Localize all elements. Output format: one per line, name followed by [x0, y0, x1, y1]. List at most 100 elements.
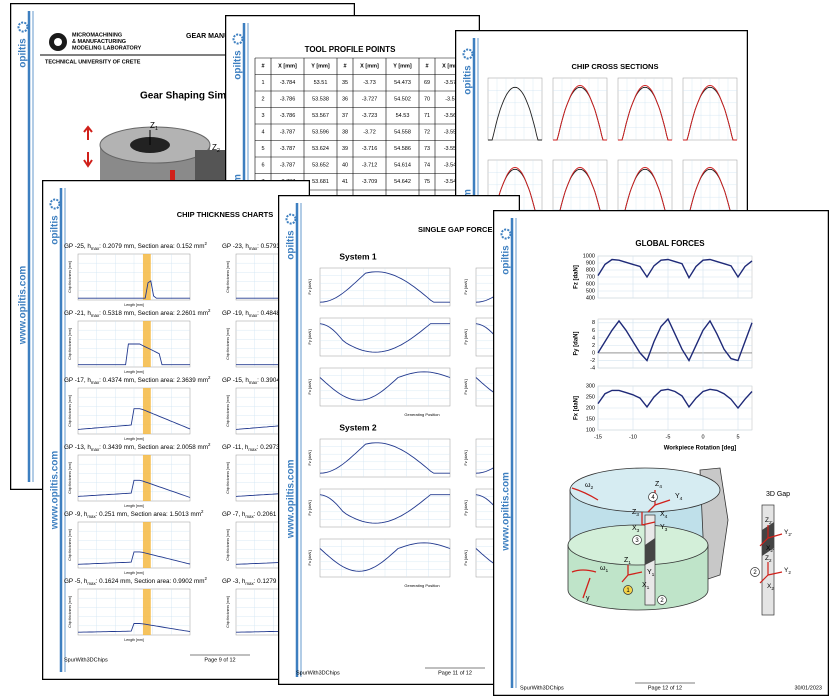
- table-cell: -3.786: [280, 113, 296, 119]
- table-cell: 38: [342, 130, 348, 136]
- label-part: max: [87, 581, 96, 586]
- label-part: : 0.5793: [257, 243, 280, 250]
- axis-title: Generating Position: [404, 583, 439, 588]
- table-cell: -3.786: [280, 97, 296, 103]
- table-cell: -3.576: [444, 80, 460, 86]
- mini-curve: [319, 371, 451, 401]
- y-tick-label: 250: [586, 394, 595, 400]
- label-part: GP -17, h: [64, 377, 91, 384]
- label-part: : 0.2061: [254, 511, 277, 518]
- force-line: [597, 388, 753, 410]
- axis-title: Length [mm]: [124, 303, 143, 307]
- axis-title: Length [mm]: [124, 437, 143, 441]
- y-tick-label: -2: [590, 358, 595, 364]
- label-part: Z: [765, 555, 769, 562]
- axis-label: Z2: [765, 555, 772, 563]
- table-cell: -3.787: [280, 163, 296, 169]
- table-header: X [mm]: [442, 64, 461, 70]
- label-part: GP -3, h: [222, 578, 246, 585]
- table-cell: 35: [342, 80, 348, 86]
- red-arrow: [83, 125, 93, 168]
- table-cell: -3.57: [445, 97, 458, 103]
- lab-name: & MANUFACTURING: [72, 39, 126, 45]
- table-cell: -3.709: [362, 179, 378, 185]
- axis-title: Fx [daN]: [307, 550, 312, 565]
- y-axis-title: Fz [daN]: [574, 265, 580, 289]
- label-part: GP -9, h: [64, 511, 88, 518]
- label-part: max: [91, 246, 100, 251]
- label-part: max: [91, 313, 100, 318]
- chip-label: GP -23, hmax: 0.5793: [222, 243, 280, 251]
- label-part: 2: [205, 576, 208, 581]
- table-cell: 53.681: [312, 179, 329, 185]
- label-part: max: [91, 447, 100, 452]
- label-part: : 0.2973: [257, 444, 280, 451]
- force-line: [597, 258, 753, 280]
- label-part: max: [91, 380, 100, 385]
- axis-title: Fz [daN]: [463, 450, 468, 465]
- label-part: X: [766, 545, 771, 552]
- label-part: GP -5, h: [64, 578, 88, 585]
- table-cell: 54.502: [394, 97, 411, 103]
- chip-label: GP -15, hmax: 0.3904: [222, 377, 280, 385]
- chip-label: GP -5, hmax: 0.1624 mm, Section area: 0.…: [64, 576, 208, 586]
- table-header: Y [mm]: [393, 64, 412, 70]
- axis-label: ω2: [585, 482, 593, 491]
- table-cell: 54.473: [394, 80, 411, 86]
- mini-curve: [319, 323, 450, 353]
- label-part: ω: [600, 565, 606, 572]
- label-part: X: [642, 582, 647, 589]
- table-cell: 39: [342, 146, 348, 152]
- x-tick-label: 5: [736, 434, 739, 440]
- table-cell: 73: [424, 146, 430, 152]
- mini-band: [142, 254, 151, 300]
- label-part: GP -7, h: [222, 511, 246, 518]
- label-part: Z: [624, 557, 629, 564]
- table-cell: 2: [261, 97, 264, 103]
- lab-name: MODELING LABORATORY: [72, 45, 142, 51]
- footer: Page 12 of 12: [648, 685, 682, 691]
- label-part: Y: [675, 493, 680, 500]
- table-header: X [mm]: [278, 64, 297, 70]
- brand-logo: opiltis: [18, 38, 29, 68]
- mini-curve: [78, 343, 190, 366]
- page-title: TOOL PROFILE POINTS: [305, 45, 396, 54]
- label-part: : 0.3439 mm, Section area: 2.0058 mm: [99, 444, 208, 451]
- label-part: 2: [217, 148, 220, 154]
- footer: SpurWith3DChips: [296, 670, 340, 676]
- page-title: CHIP CROSS SECTIONS: [572, 62, 659, 71]
- axis-title: Fy [daN]: [307, 500, 312, 515]
- axis-title: Fy [daN]: [463, 500, 468, 515]
- system-title: System 2: [339, 422, 377, 432]
- axis-title: Chip thickness [mm]: [226, 395, 230, 427]
- label-part: : 0.251 mm, Section area: 1.5013 mm: [96, 511, 201, 518]
- website: www.opiltis.com: [18, 266, 29, 346]
- label-part: max: [249, 380, 258, 385]
- axis-label: Y3: [660, 524, 668, 533]
- table-cell: 72: [424, 130, 430, 136]
- axis-label: Y2': [784, 529, 792, 537]
- footer: SpurWith3DChips: [64, 657, 108, 663]
- label-part: max: [245, 581, 254, 586]
- website: www.opiltis.com: [50, 451, 61, 531]
- label-part: : 0.1624 mm, Section area: 0.9902 mm: [96, 578, 205, 585]
- table-cell: 54.586: [394, 146, 411, 152]
- axis-title: Chip thickness [mm]: [68, 462, 72, 494]
- report-page: opiltis www.opiltis.com SINGLE GAP FORCES S…: [278, 195, 520, 685]
- mini-curve: [78, 623, 191, 633]
- mini-band: [142, 589, 151, 635]
- axis-title: Fy [daN]: [307, 329, 312, 344]
- label-part: 2: [769, 558, 772, 563]
- label-part: GP -19, h: [222, 310, 249, 317]
- label-part: Y: [784, 529, 789, 536]
- y-tick-label: 0: [592, 350, 595, 356]
- y-tick-label: 6: [592, 328, 595, 334]
- table-cell: 41: [342, 179, 348, 185]
- brand-logo: opiltis: [50, 215, 61, 245]
- axis-label: Z1: [150, 121, 158, 132]
- axis-label: X2': [766, 545, 774, 553]
- circled-number-text: 3: [635, 538, 639, 544]
- label-part: 2: [208, 308, 211, 313]
